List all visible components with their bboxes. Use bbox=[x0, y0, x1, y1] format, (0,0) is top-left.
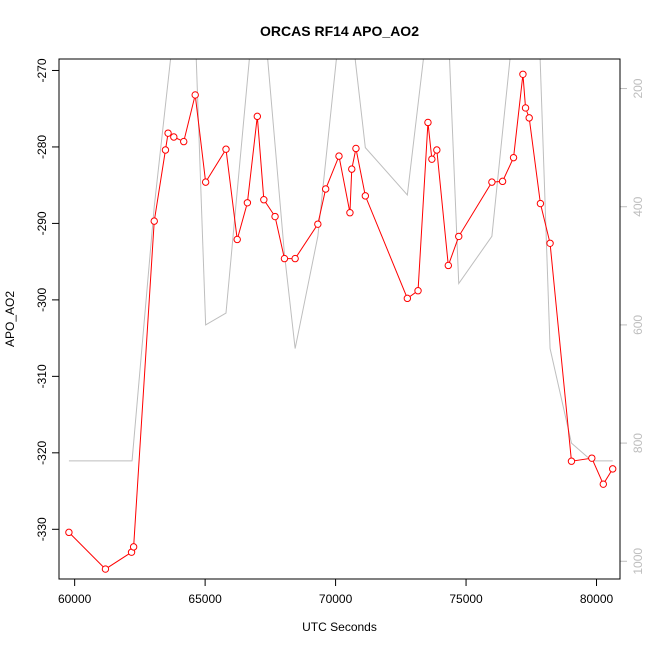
chart-title: ORCAS RF14 APO_AO2 bbox=[260, 23, 419, 39]
data-point-37 bbox=[521, 104, 530, 112]
data-point-11 bbox=[222, 145, 230, 153]
data-point-10 bbox=[201, 178, 210, 186]
data-point-13 bbox=[243, 199, 252, 207]
data-point-26 bbox=[403, 294, 412, 303]
data-point-30 bbox=[433, 146, 441, 154]
data-point-12 bbox=[233, 235, 241, 244]
data-point-44 bbox=[608, 465, 617, 473]
data-point-31 bbox=[444, 261, 453, 270]
x-tick-label-1: 65000 bbox=[188, 592, 222, 606]
data-point-41 bbox=[567, 457, 576, 465]
data-point-21 bbox=[335, 152, 343, 160]
y2-tick-label-4: 1000 bbox=[631, 548, 645, 575]
y-tick-label-4: -290 bbox=[35, 211, 49, 235]
data-point-3 bbox=[129, 543, 138, 551]
data-point-40 bbox=[546, 239, 554, 247]
data-point-15 bbox=[260, 196, 268, 204]
data-point-5 bbox=[161, 146, 170, 154]
y-tick-label-6: -270 bbox=[35, 58, 49, 82]
data-point-32 bbox=[455, 232, 463, 241]
data-point-7 bbox=[170, 133, 178, 141]
data-point-4 bbox=[150, 217, 158, 225]
x-tick-label-2: 70000 bbox=[319, 592, 353, 606]
data-point-43 bbox=[599, 480, 608, 488]
data-point-42 bbox=[588, 454, 596, 462]
data-point-0 bbox=[65, 528, 73, 537]
data-point-24 bbox=[352, 144, 360, 153]
y-tick-label-5: -280 bbox=[35, 135, 49, 159]
y2-tick-label-1: 400 bbox=[631, 196, 645, 216]
data-point-6 bbox=[164, 129, 172, 137]
data-point-39 bbox=[536, 199, 545, 208]
y2-tick-label-2: 600 bbox=[631, 315, 645, 335]
data-point-14 bbox=[253, 112, 262, 121]
data-point-29 bbox=[428, 155, 436, 163]
data-point-23 bbox=[348, 165, 356, 173]
x-tick-label-0: 60000 bbox=[58, 592, 92, 606]
data-point-28 bbox=[424, 118, 432, 127]
plot-frame bbox=[58, 58, 621, 580]
data-point-18 bbox=[291, 254, 299, 263]
y-axis-label: APO_AO2 bbox=[3, 291, 17, 347]
data-point-35 bbox=[509, 153, 518, 162]
data-point-36 bbox=[519, 70, 527, 78]
data-point-38 bbox=[525, 114, 533, 122]
data-point-17 bbox=[280, 254, 289, 263]
axes: 60000 65000 70000 75000 80000 -330 -320 -310 -30… bbox=[35, 58, 645, 606]
data-point-16 bbox=[271, 212, 279, 221]
data-point-9 bbox=[191, 91, 199, 99]
x-tick-label-3: 75000 bbox=[449, 592, 483, 606]
data-point-34 bbox=[498, 177, 507, 186]
data-point-8 bbox=[180, 137, 188, 146]
data-point-1 bbox=[101, 565, 110, 573]
x-tick-label-4: 80000 bbox=[580, 592, 614, 606]
data-point-27 bbox=[414, 287, 422, 295]
y-tick-label-3: -300 bbox=[35, 288, 49, 312]
data-point-33 bbox=[488, 178, 496, 186]
data-point-19 bbox=[314, 220, 322, 228]
data-point-25 bbox=[361, 192, 370, 200]
y-tick-label-0: -330 bbox=[35, 517, 49, 541]
y-tick-label-1: -320 bbox=[35, 440, 49, 464]
data-point-22 bbox=[346, 209, 354, 217]
x-axis-label: UTC Seconds bbox=[302, 620, 377, 634]
y-tick-label-2: -310 bbox=[35, 364, 49, 388]
y2-tick-label-0: 200 bbox=[631, 78, 645, 98]
series-layer bbox=[65, 59, 617, 573]
secondary-series-line-0 bbox=[68, 59, 613, 462]
y2-tick-label-3: 800 bbox=[631, 433, 645, 453]
data-point-20 bbox=[321, 185, 330, 193]
primary-series-line-0 bbox=[68, 74, 614, 570]
